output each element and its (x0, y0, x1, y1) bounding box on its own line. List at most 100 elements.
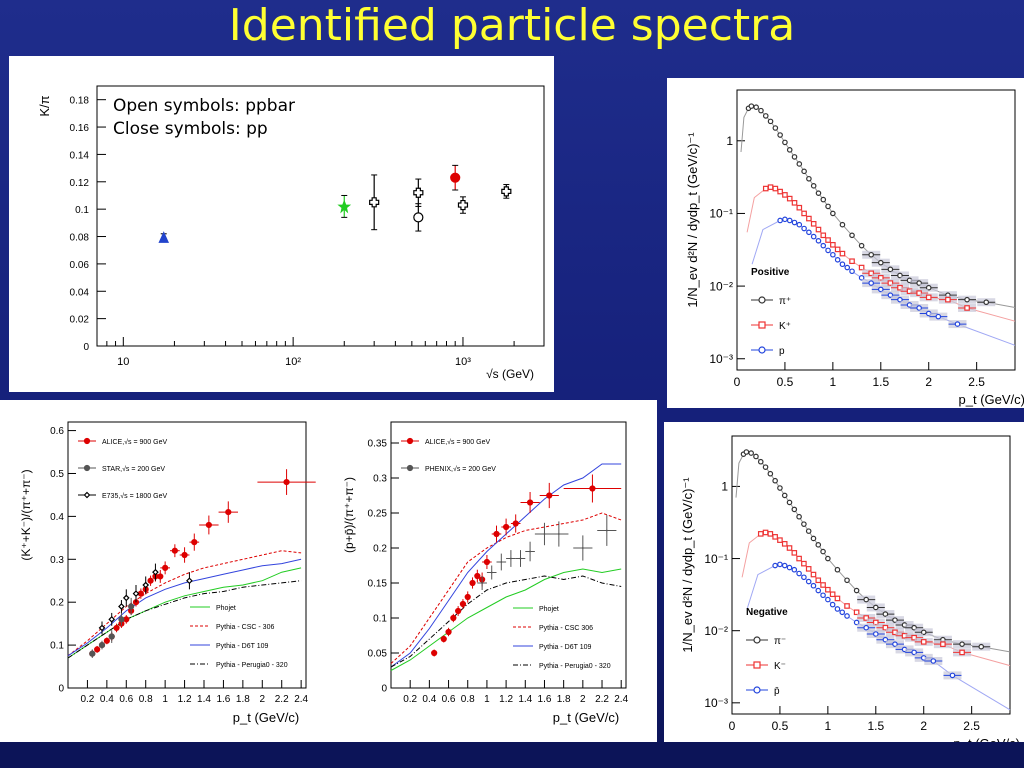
y-tick-label: 0.6 (50, 426, 64, 437)
x-tick-label: 2 (925, 375, 932, 389)
data-point (820, 582, 826, 588)
data-point (777, 485, 783, 491)
legend-label: Pythia - CSC - 306 (216, 624, 274, 631)
data-point (839, 609, 846, 616)
data-point (450, 614, 457, 622)
data-point (186, 577, 193, 585)
data-point (103, 637, 110, 644)
data-point (801, 574, 807, 581)
data-point (825, 237, 831, 243)
y-tick-label: 10⁻³ (704, 696, 728, 710)
data-point (796, 555, 802, 562)
x-tick-label: 10 (117, 356, 129, 368)
x-tick-label: 1.2 (499, 694, 513, 705)
data-point (369, 197, 380, 208)
x-tick-label: 1.4 (197, 694, 211, 705)
data-point (757, 531, 764, 537)
data-point (801, 521, 807, 527)
data-point (512, 520, 519, 527)
data-point (858, 264, 865, 271)
data-point (94, 646, 101, 653)
data-point (762, 185, 769, 192)
data-point (858, 275, 865, 281)
data-point (786, 147, 793, 153)
y-tick-label: 10⁻² (709, 279, 733, 293)
x-tick-label: 1.8 (236, 694, 250, 705)
y-tick-label: 0.35 (368, 439, 388, 450)
data-point (118, 616, 125, 623)
data-point (445, 628, 452, 636)
data-point (849, 258, 855, 265)
legend-marker (753, 686, 761, 694)
legend-title: Negative (746, 607, 788, 618)
slide-title: Identified particle spectra (228, 0, 796, 51)
data-point (772, 125, 779, 131)
data-point (844, 264, 851, 271)
data-point (844, 613, 850, 619)
plot-frame (736, 89, 1016, 371)
data-point (782, 139, 788, 146)
data-point (825, 555, 831, 562)
y-tick-label: 0.2 (373, 544, 387, 555)
data-point (930, 658, 937, 664)
data-point (805, 566, 812, 572)
y-tick-label: 0.12 (70, 178, 90, 189)
data-point (767, 470, 774, 477)
data-point (834, 257, 841, 263)
data-point (801, 210, 807, 217)
data-point (925, 284, 932, 291)
data-point (825, 596, 831, 603)
data-point (464, 593, 471, 601)
data-point (801, 225, 807, 232)
legend-marker (753, 636, 761, 644)
data-point (863, 615, 870, 621)
plot-frame (390, 421, 627, 689)
y-tick-label: 0.06 (70, 260, 90, 271)
data-point (431, 649, 438, 657)
data-point (98, 624, 106, 632)
data-point (503, 523, 510, 531)
data-point (796, 161, 803, 167)
y-tick-label: 0.1 (75, 205, 89, 216)
data-point (964, 296, 970, 303)
data-point (815, 587, 822, 594)
data-point (863, 596, 870, 603)
data-point (954, 321, 961, 327)
data-point (801, 168, 807, 175)
plot-frame (67, 421, 307, 689)
x-tick-label: 0 (729, 719, 736, 733)
x-axis-label: p_t (GeV/c) (959, 392, 1024, 407)
y-tick-label: 10⁻² (704, 624, 728, 638)
data-point (157, 573, 164, 580)
chart-k-pi-vs-sqrts: 10 10² 10³ 0 0.02 0.04 0.06 0.08 0.1 0.12 0.14 0.16… (37, 85, 545, 381)
data-point (853, 619, 860, 626)
data-point (772, 477, 778, 484)
data-point (959, 641, 965, 647)
data-point (834, 246, 841, 253)
data-point (753, 104, 759, 110)
x-tick-label: 0.5 (772, 719, 789, 733)
data-point (767, 531, 774, 537)
data-point (820, 242, 827, 249)
data-point (844, 603, 850, 609)
legend-label: π⁺ (779, 296, 791, 307)
legend-marker (406, 464, 414, 472)
data-point (162, 564, 169, 571)
data-point (767, 184, 774, 190)
y-tick-label: 0 (83, 342, 89, 353)
x-tick-label: 1.5 (867, 719, 884, 733)
model-curve (67, 567, 302, 659)
y-tick-label: 0.18 (70, 96, 90, 107)
x-tick-label: 1.5 (872, 375, 889, 389)
data-point (459, 600, 467, 608)
plot-frame (731, 435, 1011, 715)
data-point (791, 550, 798, 556)
y-axis-label: (K⁺+K⁻)/(π⁺+π⁻) (19, 469, 33, 560)
data-point (853, 609, 860, 616)
legend-label: Phojet (216, 605, 236, 612)
data-point (762, 464, 769, 470)
y-axis-label: (p+p̄)/(π⁺+π⁻) (342, 477, 356, 553)
legend-title: Positive (751, 267, 790, 278)
data-point (786, 564, 793, 571)
data-point (949, 672, 956, 679)
